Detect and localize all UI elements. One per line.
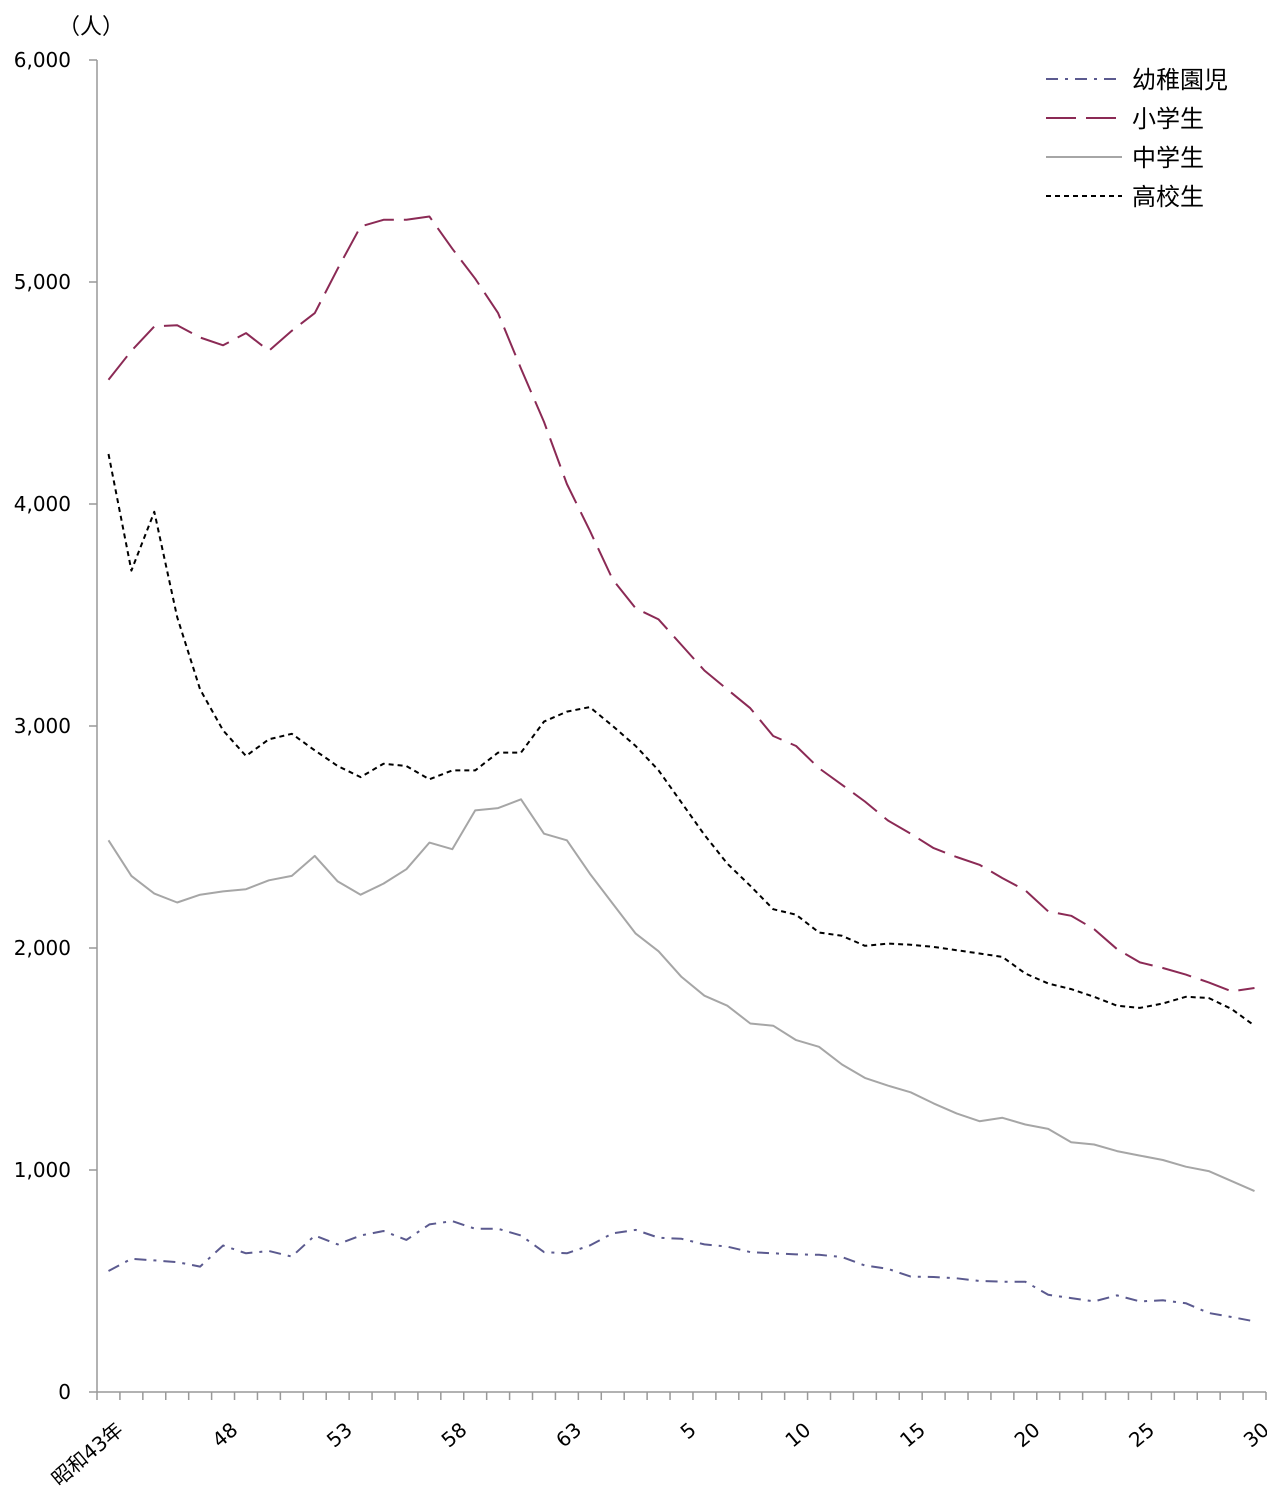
x-tick-label: 30 [1239, 1417, 1267, 1452]
y-axis-ticks: 0 1,000 2,000 3,000 4,000 5,000 6,000 [14, 48, 97, 1404]
x-tick-label: 5 [676, 1417, 701, 1444]
x-tick-label: 15 [895, 1417, 930, 1452]
y-tick-label: 0 [58, 1380, 71, 1404]
series-line-1 [108, 1220, 1255, 1323]
series-lines [107, 215, 1256, 1323]
x-tick-label: 58 [437, 1417, 472, 1452]
y-unit-label: （人） [58, 15, 124, 40]
x-tick-label: 10 [780, 1417, 815, 1452]
x-tick-label: 63 [551, 1417, 586, 1452]
legend-label: 中学生 [1132, 144, 1204, 172]
series-line-4 [107, 453, 1256, 1027]
legend-label: 高校生 [1132, 183, 1204, 211]
y-tick-label: 2,000 [14, 936, 71, 960]
series-line-2 [107, 215, 1255, 993]
x-tick-label: 25 [1124, 1417, 1159, 1452]
axes [96, 60, 1266, 1393]
y-tick-label: 4,000 [14, 492, 71, 516]
y-tick-label: 1,000 [14, 1158, 71, 1182]
x-tick-label: 53 [322, 1417, 357, 1452]
y-tick-label: 6,000 [14, 48, 71, 72]
x-tick-label: 20 [1010, 1417, 1045, 1452]
legend-label: 幼稚園児 [1132, 66, 1228, 94]
x-tick-label: 48 [207, 1417, 242, 1452]
y-tick-label: 5,000 [14, 270, 71, 294]
y-tick-label: 3,000 [14, 714, 71, 738]
legend-label: 小学生 [1132, 105, 1204, 133]
x-tick-label: 昭和43年 [47, 1417, 128, 1490]
x-axis-ticks: 昭和43年 48 53 58 63 5 10 15 20 25 30 [47, 1392, 1267, 1491]
series-line-3 [107, 798, 1255, 1193]
